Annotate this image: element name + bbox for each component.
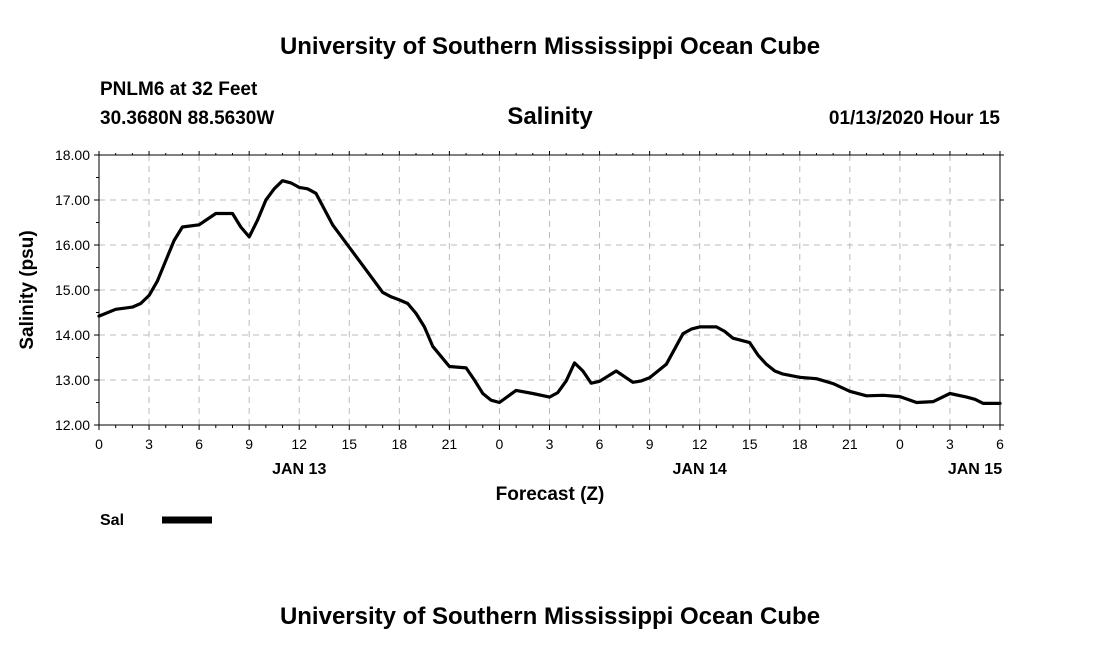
y-tick-labels: 12.00 13.00 14.00 15.00 16.00 17.00 18.00 — [55, 147, 90, 433]
salinity-series-line — [97, 179, 1002, 405]
y-tick-label: 17.00 — [55, 192, 90, 208]
x-tick-label: 3 — [546, 436, 554, 452]
y-tick-label: 12.00 — [55, 417, 90, 433]
y-tick-label: 13.00 — [55, 372, 90, 388]
x-tick-label: 6 — [996, 436, 1004, 452]
day-label: JAN 13 — [272, 461, 326, 478]
x-tick-label: 21 — [842, 436, 858, 452]
y-tick-label: 15.00 — [55, 282, 90, 298]
x-tick-label: 0 — [896, 436, 904, 452]
x-tick-label: 6 — [596, 436, 604, 452]
y-tick-label: 18.00 — [55, 147, 90, 163]
timestamp-label: 01/13/2020 Hour 15 — [829, 108, 1001, 129]
x-tick-label: 9 — [646, 436, 654, 452]
station-label: PNLM6 at 32 Feet — [100, 79, 258, 100]
x-tick-label: 3 — [946, 436, 954, 452]
x-tick-label: 0 — [95, 436, 103, 452]
chart-title: Salinity — [507, 103, 593, 130]
y-tick-label: 14.00 — [55, 327, 90, 343]
x-axis-label: Forecast (Z) — [496, 484, 605, 505]
legend-label: Sal — [100, 512, 124, 529]
x-tick-label: 12 — [291, 436, 307, 452]
grid-lines — [99, 155, 1000, 425]
day-labels: JAN 13 JAN 14 JAN 15 — [272, 461, 1002, 478]
day-label: JAN 14 — [673, 461, 727, 478]
x-tick-label: 3 — [145, 436, 153, 452]
x-tick-label: 6 — [195, 436, 203, 452]
y-tick-label: 16.00 — [55, 237, 90, 253]
x-tick-label: 18 — [792, 436, 808, 452]
x-tick-label: 15 — [742, 436, 758, 452]
page-title: University of Southern Mississippi Ocean… — [280, 33, 820, 60]
coords-label: 30.3680N 88.5630W — [100, 108, 274, 129]
x-tick-label: 21 — [442, 436, 458, 452]
axis-ticks — [94, 151, 1004, 430]
footer-title: University of Southern Mississippi Ocean… — [280, 603, 820, 630]
y-axis-label: Salinity (psu) — [17, 230, 38, 349]
x-tick-label: 12 — [692, 436, 708, 452]
x-tick-label: 15 — [341, 436, 357, 452]
day-label: JAN 15 — [948, 461, 1002, 478]
x-tick-label: 18 — [392, 436, 408, 452]
x-tick-label: 0 — [496, 436, 504, 452]
x-tick-labels: 0 3 6 9 12 15 18 21 0 3 6 9 12 15 18 21 0 3 6 — [95, 436, 1004, 452]
x-tick-label: 9 — [245, 436, 253, 452]
